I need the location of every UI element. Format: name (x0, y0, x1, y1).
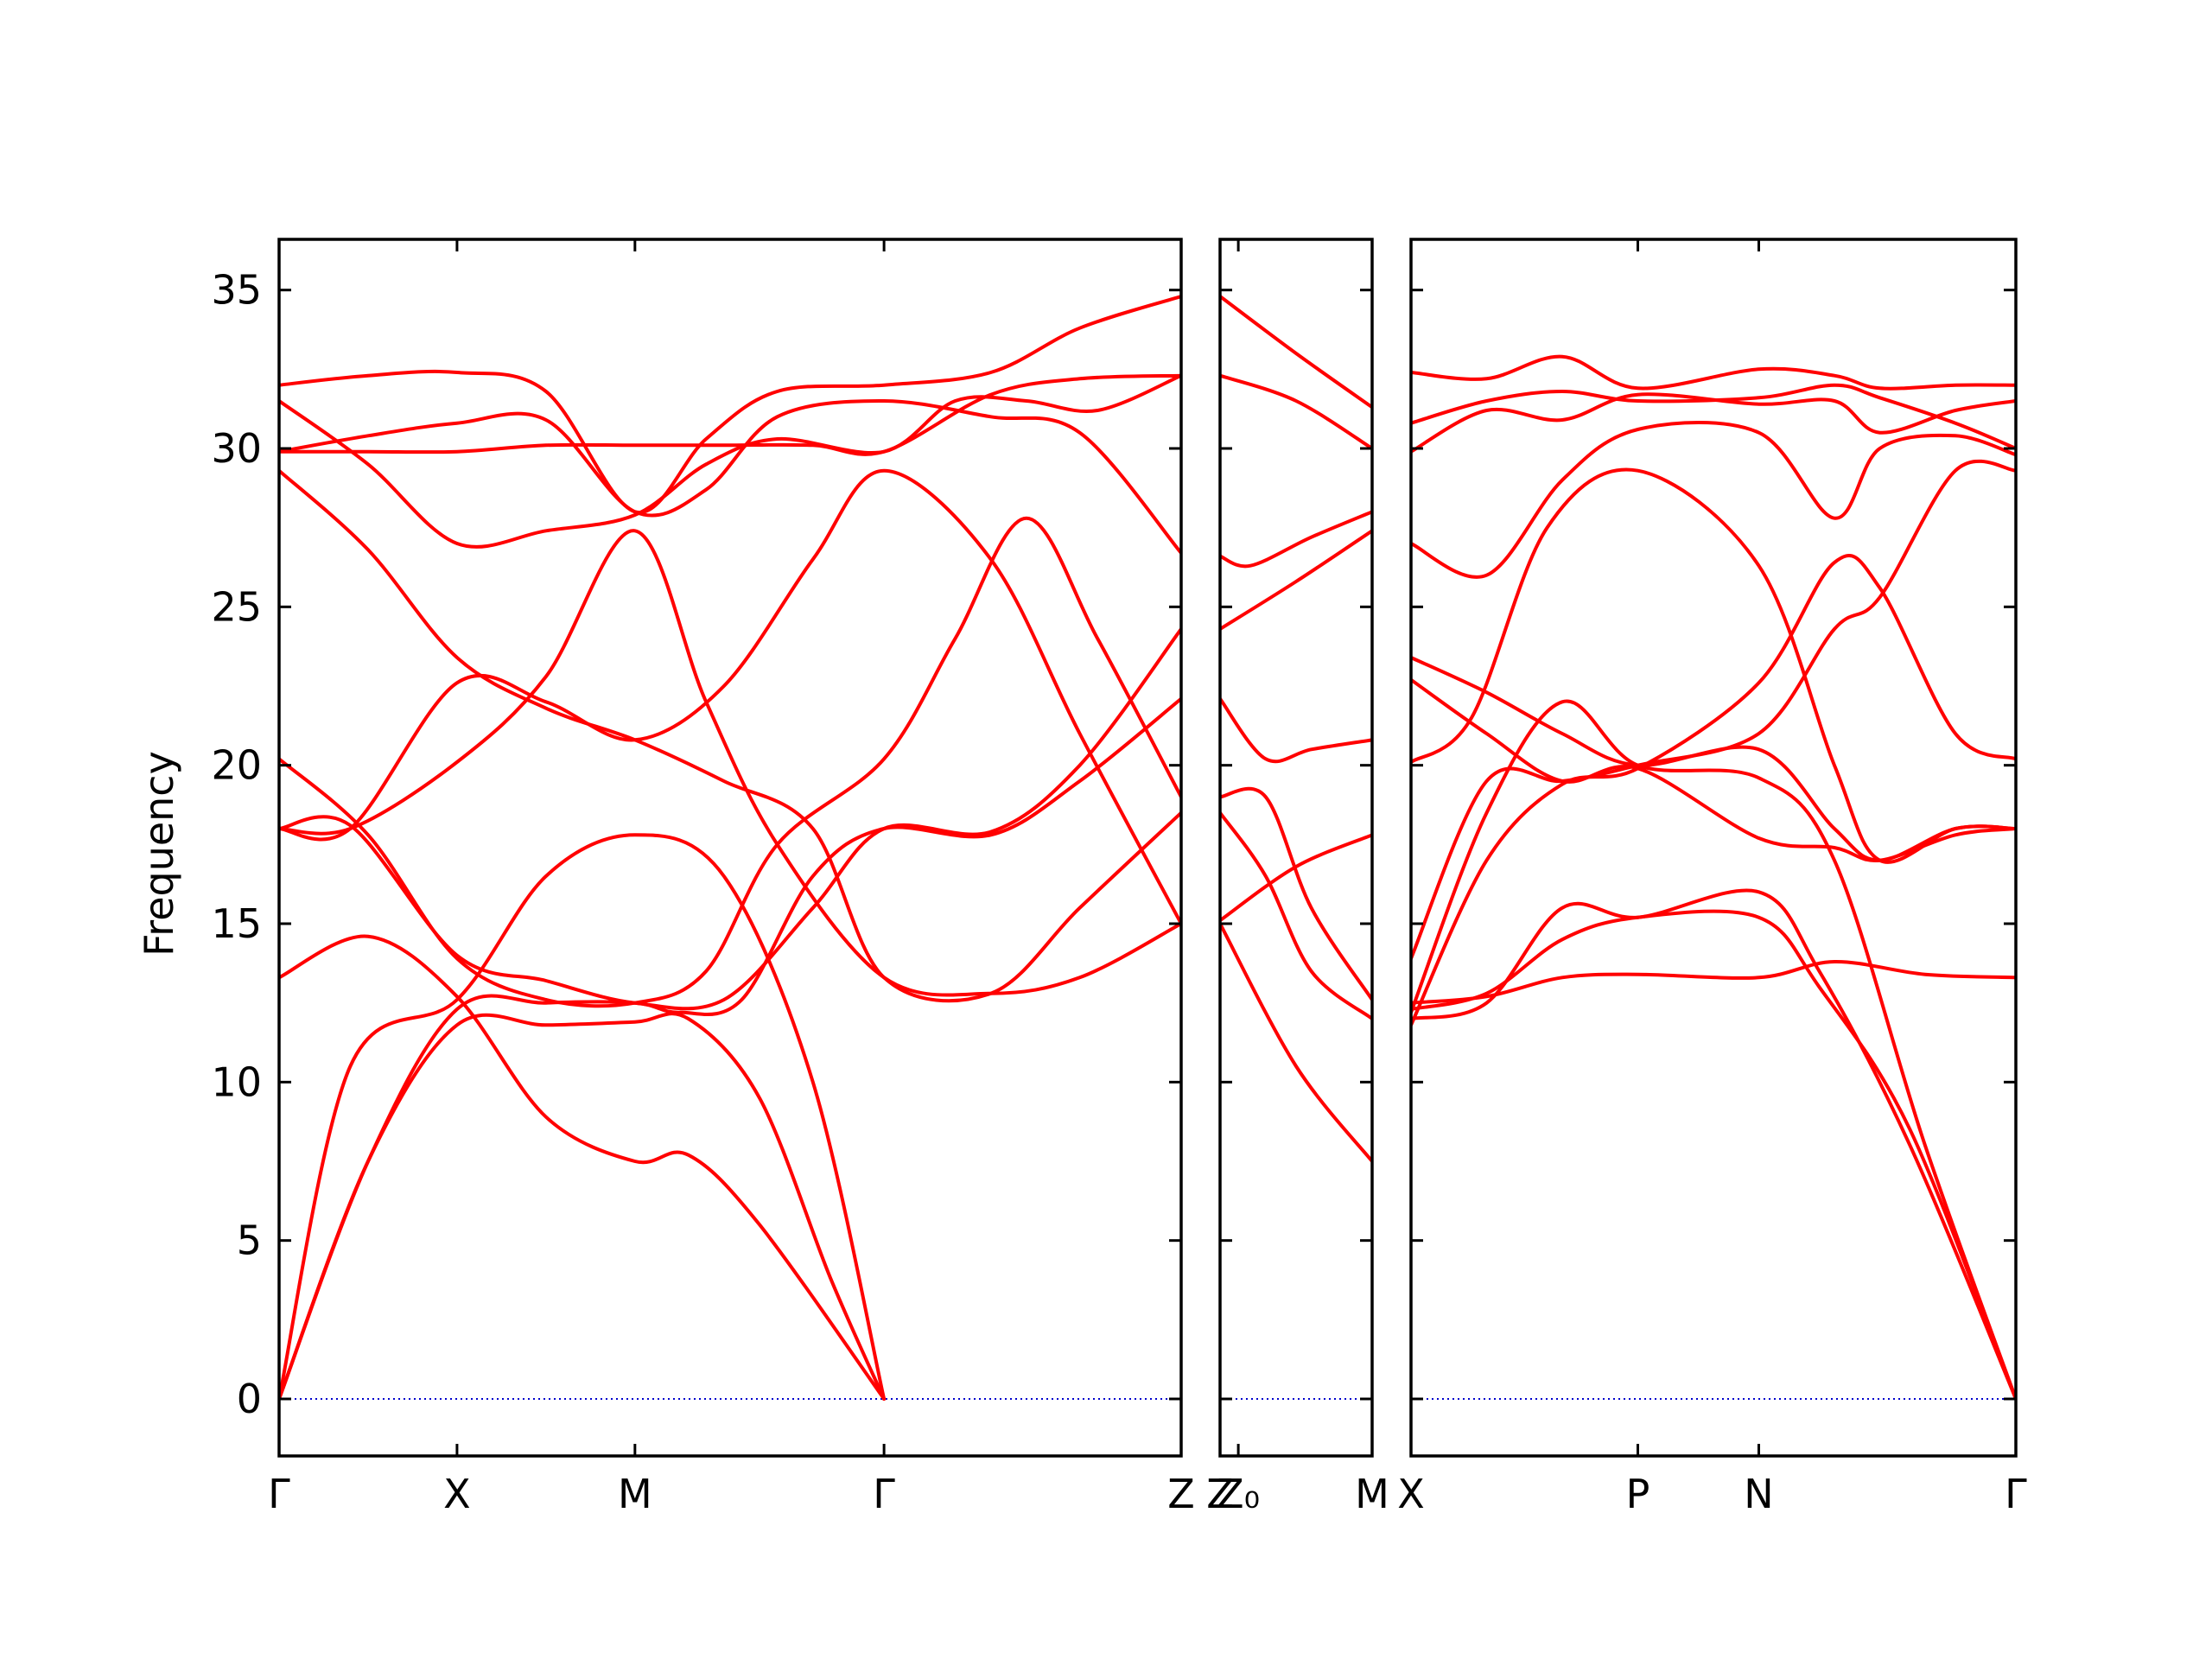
band-left-11 (279, 373, 1181, 549)
x-tick-label-right-4: Γ (2005, 1471, 2027, 1517)
x-tick-label-right-3: N (1744, 1471, 1773, 1517)
x-tick-label-left-3: M (618, 1471, 652, 1517)
panel-middle: ZZ₀ M (1206, 238, 1389, 1517)
x-tick-label-middle-3: M (1355, 1471, 1389, 1517)
x-tick-label-middle-1: Z (1206, 1471, 1234, 1517)
band-middle-7 (1220, 810, 1372, 1020)
band-left-10 (279, 399, 1181, 555)
x-tick-label-middle-2: Z₀ (1217, 1471, 1260, 1517)
band-middle-5 (1220, 696, 1372, 764)
band-middle-2 (1220, 373, 1372, 450)
band-middle-8 (1220, 833, 1372, 923)
band-left-1 (279, 1012, 887, 1401)
band-right-5 (1411, 554, 2016, 1027)
band-right-11 (1411, 392, 2016, 454)
band-left-6 (279, 516, 1181, 1008)
x-tick-label-left-2: X (443, 1471, 471, 1517)
x-tick-label-right-1: X (1397, 1471, 1425, 1517)
band-left-4 (279, 934, 887, 1401)
panel-frame (277, 238, 1183, 1458)
band-group (279, 295, 1181, 1401)
x-tick-label-left-1: Γ (268, 1471, 290, 1517)
panel-frame (1409, 238, 2018, 1458)
band-middle-4 (1220, 529, 1372, 631)
band-middle-6 (1220, 786, 1372, 1001)
y-tick-label: 15 (211, 900, 262, 947)
band-left-8 (279, 468, 1181, 925)
band-right-2 (1411, 909, 2016, 1401)
band-left-3 (279, 833, 887, 1401)
y-tick-label: 30 (211, 425, 262, 472)
band-left-9 (279, 468, 1181, 1003)
x-tick-label-left-5: Z (1167, 1471, 1195, 1517)
band-left-12 (279, 373, 1181, 456)
band-right-13 (1411, 354, 2016, 391)
y-tick-label: 35 (211, 267, 262, 314)
band-middle-1 (1220, 295, 1372, 410)
band-right-4 (1411, 699, 2016, 1401)
band-group (1220, 295, 1372, 1163)
band-right-1 (1411, 959, 2016, 1005)
band-left-2 (279, 696, 1181, 1401)
band-right-12 (1411, 383, 2016, 450)
y-axis-label: Frequency (136, 751, 182, 957)
band-left-13 (279, 295, 1181, 515)
band-right-9 (1411, 656, 2016, 862)
band-group (1411, 354, 2016, 1401)
x-tick-label-right-2: P (1626, 1471, 1650, 1517)
y-tick-label: 0 (237, 1376, 262, 1422)
panel-frame (1218, 238, 1374, 1458)
panel-left: Γ X M Γ Z 0 5 10 15 20 25 30 35 (211, 238, 1195, 1517)
band-left-5 (279, 627, 1181, 1011)
band-right-6 (1411, 459, 2016, 961)
band-left-7 (279, 529, 1181, 997)
band-middle-3 (1220, 510, 1372, 569)
band-right-8 (1411, 677, 2016, 862)
band-right-7 (1411, 467, 2016, 864)
band-middle-9 (1220, 922, 1372, 1163)
y-tick-label: 20 (211, 742, 262, 789)
y-tick-label: 10 (211, 1058, 262, 1105)
y-tick-label: 5 (237, 1217, 262, 1264)
band-right-3 (1411, 888, 2016, 1401)
y-tick-label: 25 (211, 583, 262, 630)
x-tick-label-left-4: Γ (873, 1471, 895, 1517)
band-right-10 (1411, 421, 2016, 579)
